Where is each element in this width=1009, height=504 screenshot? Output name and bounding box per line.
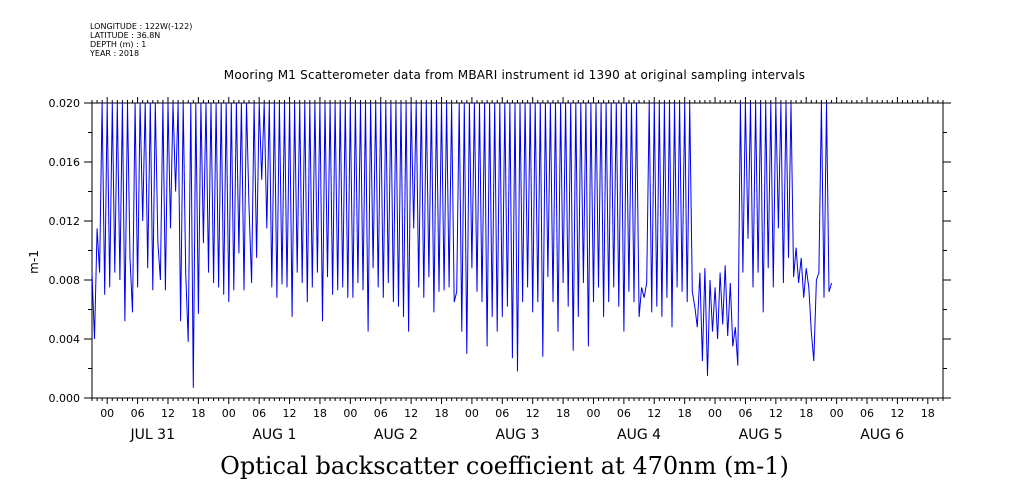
metadata-block: LONGITUDE : 122W(-122) LATITUDE : 36.8N … — [90, 22, 192, 58]
x-tick-label: 06 — [252, 407, 266, 420]
y-tick-label: 0.000 — [49, 392, 81, 405]
day-label: AUG 2 — [374, 427, 418, 443]
day-label: AUG 6 — [860, 427, 904, 443]
x-tick-label: 12 — [890, 407, 904, 420]
x-tick-label: 06 — [131, 407, 145, 420]
y-tick-label: 0.008 — [49, 274, 81, 287]
x-tick-label: 00 — [343, 407, 357, 420]
x-tick-label: 00 — [830, 407, 844, 420]
x-tick-label: 18 — [191, 407, 205, 420]
day-label: AUG 3 — [495, 427, 539, 443]
year-label: YEAR : 2018 — [90, 49, 140, 58]
x-tick-label: 18 — [921, 407, 935, 420]
x-tick-label: 12 — [283, 407, 297, 420]
x-tick-label: 00 — [708, 407, 722, 420]
x-tick-label: 06 — [738, 407, 752, 420]
x-tick-label: 12 — [526, 407, 540, 420]
x-tick-label: 06 — [374, 407, 388, 420]
depth-label: DEPTH (m) : 1 — [90, 40, 147, 49]
x-tick-label: 06 — [495, 407, 509, 420]
day-label: JUL 31 — [130, 427, 175, 443]
x-tick-label: 00 — [586, 407, 600, 420]
x-tick-label: 00 — [465, 407, 479, 420]
x-tick-label: 12 — [404, 407, 418, 420]
x-tick-label: 06 — [860, 407, 874, 420]
y-tick-label: 0.016 — [49, 156, 81, 169]
y-tick-label: 0.004 — [49, 333, 81, 346]
day-label: AUG 5 — [739, 427, 783, 443]
x-tick-label: 12 — [769, 407, 783, 420]
x-tick-label: 00 — [222, 407, 236, 420]
x-tick-label: 18 — [799, 407, 813, 420]
day-label: AUG 4 — [617, 427, 661, 443]
y-axis-label: m-1 — [26, 250, 41, 274]
day-label: AUG 1 — [252, 427, 296, 443]
x-tick-label: 00 — [100, 407, 114, 420]
x-tick-label: 18 — [556, 407, 570, 420]
x-tick-label: 12 — [161, 407, 175, 420]
x-tick-label: 06 — [617, 407, 631, 420]
latitude-label: LATITUDE : 36.8N — [90, 31, 161, 40]
x-tick-label: 18 — [435, 407, 449, 420]
series-line — [91, 102, 833, 388]
x-tick-label: 12 — [647, 407, 661, 420]
y-tick-label: 0.020 — [49, 97, 81, 110]
chart-title: Mooring M1 Scatterometer data from MBARI… — [223, 68, 806, 82]
x-tick-label: 18 — [678, 407, 692, 420]
longitude-label: LONGITUDE : 122W(-122) — [90, 22, 193, 31]
x-tick-label: 18 — [313, 407, 327, 420]
x-axis-label: Optical backscatter coefficient at 470nm… — [220, 452, 789, 480]
y-tick-label: 0.012 — [49, 215, 81, 228]
